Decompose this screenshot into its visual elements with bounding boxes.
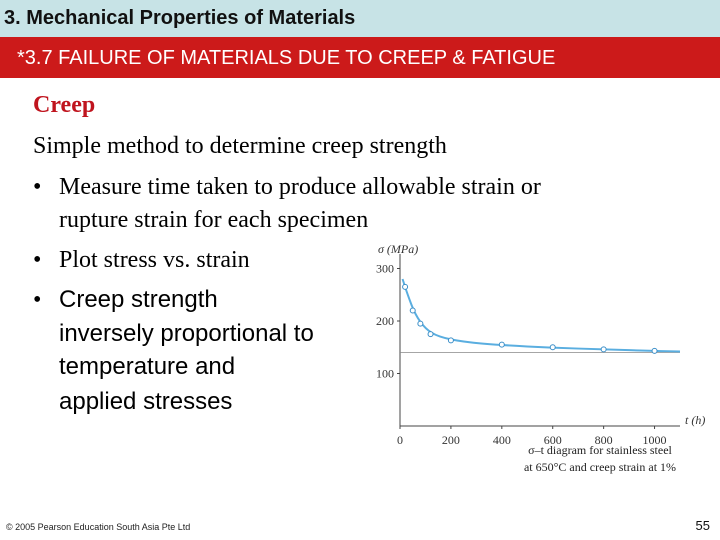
slide-subtitle: *3.7 FAILURE OF MATERIALS DUE TO CREEP &… [17,47,556,69]
data-point [600,346,607,353]
x-tick-label: 600 [544,433,562,447]
x-tick-label: 0 [397,433,403,447]
bullet-marker: • [33,247,42,273]
creep-curve [401,278,681,353]
data-point [549,344,556,351]
chart-series [401,278,681,354]
chart-axes [397,254,680,429]
data-point [409,307,416,314]
bullet-2-line-1: Plot stress vs. strain [59,247,250,273]
x-tick-label: 1000 [643,433,667,447]
bullet-1-line-2: rupture strain for each specimen [59,207,369,233]
bullet-marker: • [33,174,42,200]
bullet-3-line-1: Creep strength [59,286,218,313]
data-point [498,341,505,348]
creep-chart: 100 200 300 0 200 400 600 800 1000 σ (MPa) t (h) σ–… [370,236,715,506]
intro-text: Simple method to determine creep strengt… [33,133,447,159]
x-tick-label: 200 [442,433,460,447]
data-point [651,347,658,354]
section-heading: Creep [33,92,96,118]
data-point [447,337,454,344]
page-number: 55 [695,518,710,533]
creep-chart-svg: 100 200 300 0 200 400 600 800 1000 σ (MPa) t (h) σ–… [376,242,705,474]
x-axis-label: t (h) [685,413,705,427]
title-bar: 3. Mechanical Properties of Materials [0,0,720,37]
x-tick-label: 400 [493,433,511,447]
y-tick-label: 300 [376,262,394,276]
x-tick-label: 800 [595,433,613,447]
bullet-3-line-2: inversely proportional to [59,320,314,347]
bullet-1-line-1: Measure time taken to produce allowable … [59,174,541,200]
data-point [417,320,424,327]
bullet-3-line-3: temperature and [59,353,236,380]
chart-labels: 100 200 300 0 200 400 600 800 1000 σ (MPa) t (h) σ–… [376,242,705,474]
copyright-text: © 2005 Pearson Education South Asia Pte … [6,522,191,532]
y-tick-label: 200 [376,314,394,328]
y-axis-label: σ (MPa) [378,242,418,256]
data-point [427,331,434,338]
chart-caption-line: σ–t diagram for stainless steel [528,443,672,457]
bullet-marker: • [33,287,42,313]
subtitle-bar: *3.7 FAILURE OF MATERIALS DUE TO CREEP &… [0,37,720,78]
data-point [402,283,409,290]
slide-title: 3. Mechanical Properties of Materials [4,7,356,29]
chart-caption-line: at 650°C and creep strain at 1% [524,460,676,474]
bullet-3-line-4: applied stresses [59,388,233,415]
y-tick-label: 100 [376,367,394,381]
